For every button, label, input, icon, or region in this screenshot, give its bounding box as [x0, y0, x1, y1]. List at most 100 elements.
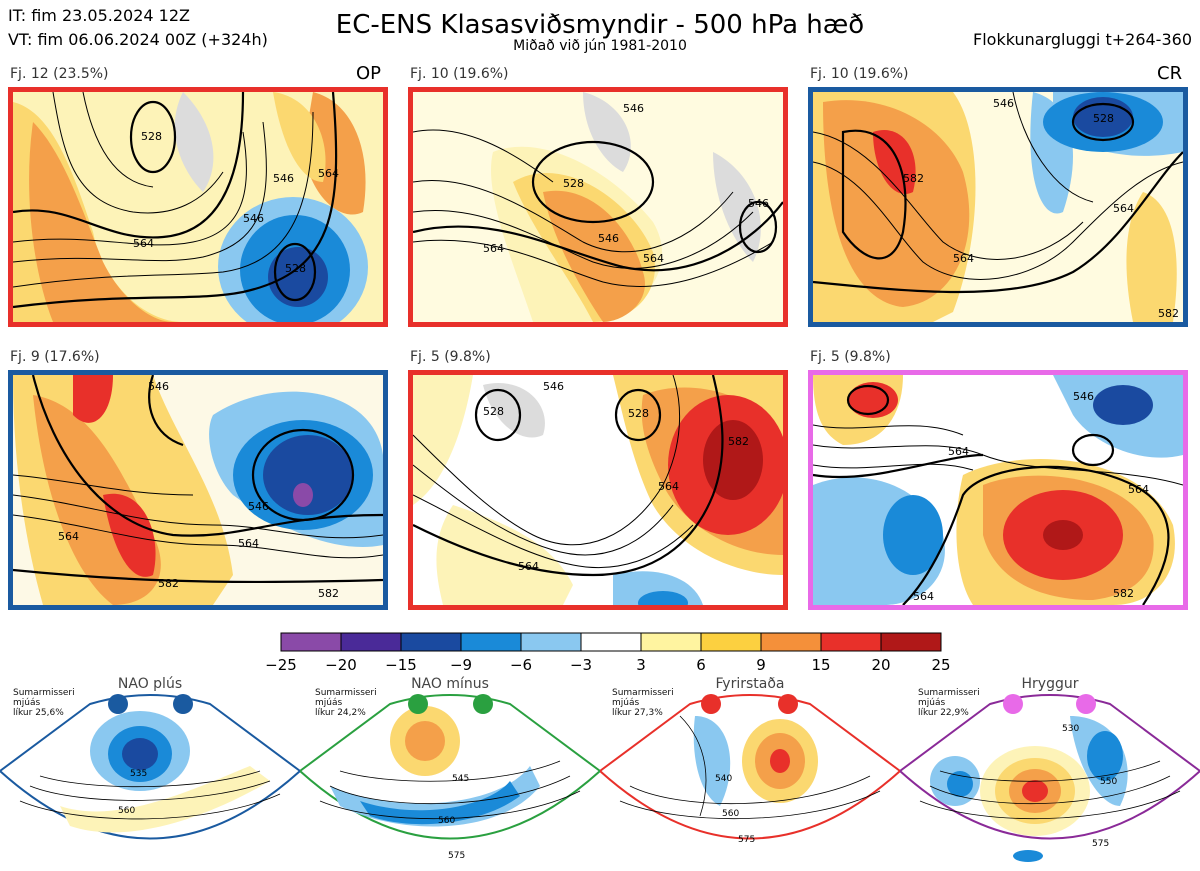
regime-map-blocking: 540 560 575: [600, 694, 900, 845]
panel-6-contour-label-4: 564: [913, 590, 934, 603]
panel-1-contour-label-3: 564: [133, 237, 154, 250]
colorbar-segment: [460, 632, 522, 652]
panel-6-label: Fj. 5 (9.8%): [810, 349, 891, 365]
valid-time: VT: fim 06.06.2024 00Z (+324h): [8, 30, 268, 49]
panel-3-contour-label-4: 564: [953, 252, 974, 265]
panel-4-contour-label-3: 564: [58, 530, 79, 543]
regime-2-contour-label-3: 575: [448, 851, 465, 861]
panel-5-label: Fj. 5 (9.8%): [410, 349, 491, 365]
panel-6-contour-label-5: 582: [1113, 587, 1134, 600]
panel-3-contour-label-3: 582: [903, 172, 924, 185]
regime-4-probability: líkur 22,9%: [918, 708, 969, 718]
regime-3-contour-label-2: 560: [722, 809, 739, 819]
panel-2-label: Fj. 10 (19.6%): [410, 66, 509, 82]
regime-1-smoothing: mjúás: [13, 698, 41, 708]
cluster-map-panel-6: 546 564 564 564 582: [808, 370, 1188, 610]
panel-1-tag: OP: [356, 63, 382, 84]
panel-4-contour-label-1: 546: [148, 380, 169, 393]
cluster-map-panel-2: 528 546 564 546 564 546: [408, 87, 788, 327]
colorbar-segment: [580, 632, 642, 652]
regime-map-nao-plus: 535 560: [0, 694, 300, 840]
colorbar-tick-label: 15: [811, 656, 831, 674]
colorbar-segment: [520, 632, 582, 652]
panel-2-contour-label-3: 564: [483, 242, 504, 255]
regime-4-info: Sumarmisseri mjúás líkur 22,9%: [918, 688, 980, 718]
panel-1-contour-label-2: 546: [243, 212, 264, 225]
panel-3-contour-label-2: 528: [1093, 112, 1114, 125]
colorbar-segment: [760, 632, 822, 652]
panel-6-contour-label-1: 546: [1073, 390, 1094, 403]
regime-1-season: Sumarmisseri: [13, 688, 75, 698]
panel-1-contour-label-6: 564: [318, 167, 339, 180]
cluster-map-panel-3: 546 528 582 564 564 582: [808, 87, 1188, 327]
panel-3-label: Fj. 10 (19.6%): [810, 66, 909, 82]
colorbar-tick-label: −20: [325, 656, 357, 674]
regime-2-info: Sumarmisseri mjúás líkur 24,2%: [315, 688, 377, 718]
regime-4-smoothing: mjúás: [918, 698, 946, 708]
cluster-map-panel-4: 546 546 564 564 582 582: [8, 370, 388, 610]
panel-4-contour-label-6: 582: [318, 587, 339, 600]
colorbar-tick-label: −25: [265, 656, 297, 674]
regime-3-probability: líkur 27,3%: [612, 708, 663, 718]
panel-5-contour-label-5: 564: [518, 560, 539, 573]
panel-3-contour-label-5: 564: [1113, 202, 1134, 215]
regime-3-smoothing: mjúás: [612, 698, 640, 708]
regime-map-nao-minus: 545 560 575: [300, 694, 600, 861]
cluster-map-5: 528 528 546 564 564 582: [413, 375, 783, 605]
panel-5-contour-label-2: 528: [628, 407, 649, 420]
regime-map-ridge: 530 550 575: [900, 694, 1200, 862]
regime-nao-minus: 545 560 575: [300, 676, 600, 871]
panel-6-contour-label-2: 564: [948, 445, 969, 458]
panel-3-contour-label-1: 546: [993, 97, 1014, 110]
cluster-map-panel-1: 528 546 564 546 528 564: [8, 87, 388, 327]
panel-6-contour-label-3: 564: [1128, 483, 1149, 496]
panel-2-contour-label-4: 546: [598, 232, 619, 245]
panel-4-contour-label-4: 564: [238, 537, 259, 550]
regime-3-contour-label-1: 540: [715, 774, 732, 784]
panel-4-label: Fj. 9 (17.6%): [10, 349, 100, 365]
regime-1-contour-label-2: 560: [118, 806, 135, 816]
panel-1-contour-label-5: 528: [285, 262, 306, 275]
colorbar-tick-label: 3: [636, 656, 646, 674]
page-subtitle: Miðað við jún 1981-2010: [513, 38, 687, 54]
colorbar-segment: [340, 632, 402, 652]
panel-2-contour-label-1: 528: [563, 177, 584, 190]
panel-5-contour-label-4: 564: [658, 480, 679, 493]
colorbar-segment: [820, 632, 882, 652]
regime-1-info: Sumarmisseri mjúás líkur 25,6%: [13, 688, 75, 718]
panel-5-contour-label-3: 546: [543, 380, 564, 393]
regime-3-info: Sumarmisseri mjúás líkur 27,3%: [612, 688, 674, 718]
panel-5-contour-label-6: 582: [728, 435, 749, 448]
regime-3-contour-label-3: 575: [738, 835, 755, 845]
colorbar-tick-label: 25: [931, 656, 951, 674]
colorbar-tick-label: 6: [696, 656, 706, 674]
regime-4-contour-label-1: 530: [1062, 724, 1079, 734]
regime-ridge: 530 550 575: [900, 676, 1200, 871]
cluster-map-3: 546 528 582 564 564 582: [813, 92, 1183, 322]
panel-3-contour-label-6: 582: [1158, 307, 1179, 320]
regime-3-name: Fyrirstaða: [715, 676, 785, 692]
colorbar-tick-label: −3: [569, 656, 593, 674]
panel-1-label: Fj. 12 (23.5%): [10, 66, 109, 82]
regime-1-contour-label-1: 535: [130, 769, 147, 779]
regime-4-contour-label-2: 550: [1100, 777, 1117, 787]
colorbar-segment: [640, 632, 702, 652]
colorbar-segment: [400, 632, 462, 652]
cluster-map-1: 528 546 564 546 528 564: [13, 92, 383, 322]
colorbar: [280, 632, 942, 652]
regime-nao-plus: 535 560: [0, 676, 300, 871]
cluster-map-4: 546 546 564 564 582 582: [13, 375, 383, 605]
colorbar-tick-label: −15: [385, 656, 417, 674]
cluster-map-2: 528 546 564 546 564 546: [413, 92, 783, 322]
page-title: EC-ENS Klasasviðsmyndir - 500 hPa hæð: [335, 10, 865, 40]
regime-1-probability: líkur 25,6%: [13, 708, 64, 718]
cluster-map-6: 546 564 564 564 582: [813, 375, 1183, 605]
regime-2-probability: líkur 24,2%: [315, 708, 366, 718]
regime-2-smoothing: mjúás: [315, 698, 343, 708]
panel-4-contour-label-2: 546: [248, 500, 269, 513]
colorbar-segment: [700, 632, 762, 652]
regime-4-contour-label-3: 575: [1092, 839, 1109, 849]
initial-time: IT: fim 23.05.2024 12Z: [8, 6, 190, 25]
colorbar-segment: [280, 632, 342, 652]
panel-1-contour-label-4: 546: [273, 172, 294, 185]
